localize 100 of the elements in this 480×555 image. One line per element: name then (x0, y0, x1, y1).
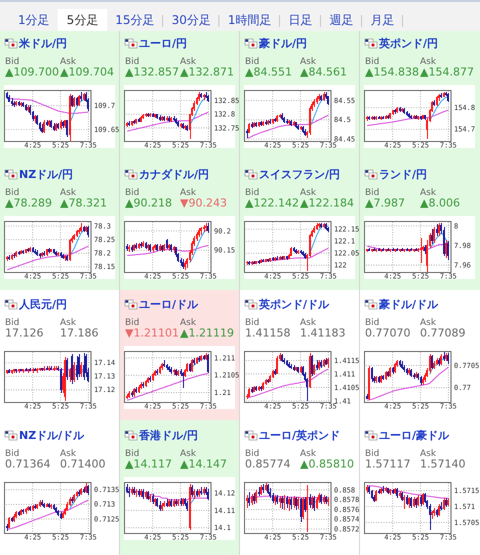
chart-title: カナダドル/円 (139, 168, 210, 181)
text: ▲154.877 (420, 66, 474, 78)
line-series (126, 245, 209, 256)
text: ▲132.871 (180, 66, 234, 78)
text: Ask (300, 318, 317, 328)
text: 0.85774 (245, 458, 290, 470)
line-series (189, 492, 209, 506)
text: ▲7.987 (365, 196, 405, 210)
text: ▲14.147 (180, 458, 227, 470)
line-series (246, 368, 329, 398)
text: 0.71364 (5, 458, 50, 470)
text: Ask (60, 449, 77, 459)
chart-title: ユーロ/ドル (139, 298, 200, 311)
line-series (189, 228, 209, 264)
text: Bid (245, 449, 260, 459)
text: 30分足 (172, 13, 211, 27)
text: Ask (300, 449, 317, 459)
text: ▲109.700 (5, 66, 59, 78)
chart-title: NZドル/円 (19, 168, 74, 181)
text: ▲78.289 (5, 196, 52, 210)
text: Bid (245, 57, 260, 67)
text: Ask (180, 318, 197, 328)
text: ▲122.184 (300, 196, 354, 210)
chart-title: 英ポンド/ドル (258, 298, 330, 311)
text: ▲8.006 (420, 196, 460, 210)
text: 17.126 (5, 326, 44, 340)
line-series (309, 362, 329, 378)
text: 5分足 (66, 13, 98, 27)
text: Ask (300, 57, 317, 67)
line-series (189, 96, 209, 126)
text: 1.41158 (245, 326, 290, 340)
line-series (69, 98, 89, 123)
text: Ask (60, 57, 77, 67)
chart-title: 豪ドル/ドル (378, 298, 440, 311)
text: ▲0.85810 (300, 458, 354, 470)
text: Bid (365, 318, 380, 328)
text: ▲109.704 (60, 66, 114, 78)
text: ▲84.561 (300, 66, 347, 78)
text: Ask (180, 188, 197, 198)
text: Ask (420, 57, 437, 67)
text: 月足 (370, 13, 394, 27)
text: 1分足 (18, 13, 50, 27)
text: ▲14.117 (125, 458, 172, 470)
text: Ask (300, 188, 317, 198)
text: Bid (365, 57, 380, 67)
chart-title: 英ポンド/円 (378, 37, 438, 50)
chart-title: ユーロ/円 (139, 37, 188, 50)
text: Bid (125, 188, 140, 198)
line-series (309, 224, 329, 254)
text: ▲78.321 (60, 196, 107, 210)
text: Bid (5, 318, 20, 328)
line-series (429, 96, 449, 122)
text: Bid (125, 449, 140, 459)
text: 0.71400 (60, 458, 106, 470)
text: Bid (245, 318, 260, 328)
text: Bid (5, 188, 20, 198)
text: ▼90.243 (180, 196, 227, 210)
line-series (126, 373, 209, 401)
line-series (126, 488, 209, 500)
text: Bid (245, 188, 260, 198)
text: 1.41183 (300, 326, 346, 340)
text: 15分足 (115, 13, 155, 27)
text: Ask (60, 318, 77, 328)
text: Bid (125, 57, 140, 67)
text: ▲122.142 (245, 196, 299, 210)
text: ▲154.838 (365, 66, 419, 78)
text: 17.186 (60, 326, 98, 340)
text: Ask (180, 449, 197, 459)
line-series (126, 112, 209, 132)
text: 0.77070 (365, 326, 410, 340)
chart-title: ユーロ/英ポンド (259, 429, 340, 442)
text: ▲132.857 (125, 66, 179, 78)
text: Bid (365, 188, 380, 198)
chart-title: ランド/円 (379, 168, 428, 181)
line-series (6, 246, 89, 270)
line-series (6, 500, 89, 530)
text: Ask (420, 318, 437, 328)
text: Ask (180, 57, 197, 67)
text: Bid (125, 318, 140, 328)
line-series (366, 366, 449, 401)
text: ▼1.21101 (125, 326, 179, 340)
text: 1時間足 (228, 13, 272, 27)
chart-title: 人民元/円 (18, 298, 68, 311)
chart-title: 豪ドル/円 (258, 37, 308, 50)
chart-title: スイスフラン/円 (259, 168, 340, 181)
chart-title: 香港ドル/円 (138, 429, 198, 442)
chart-title: NZドル/ドル (19, 429, 86, 442)
line-series (366, 485, 449, 499)
text: 1.57117 (365, 458, 410, 470)
chart-title: ユーロ/豪ドル (379, 429, 450, 442)
text: ▲90.218 (125, 196, 172, 210)
text: Bid (365, 449, 380, 459)
text: ▲1.21119 (180, 326, 234, 340)
line-series (429, 502, 449, 514)
text: 0.77089 (420, 326, 466, 340)
line-series (366, 110, 449, 126)
line-series (429, 232, 449, 249)
text: Bid (5, 449, 20, 459)
text: Ask (60, 188, 77, 198)
text: Ask (420, 188, 437, 198)
